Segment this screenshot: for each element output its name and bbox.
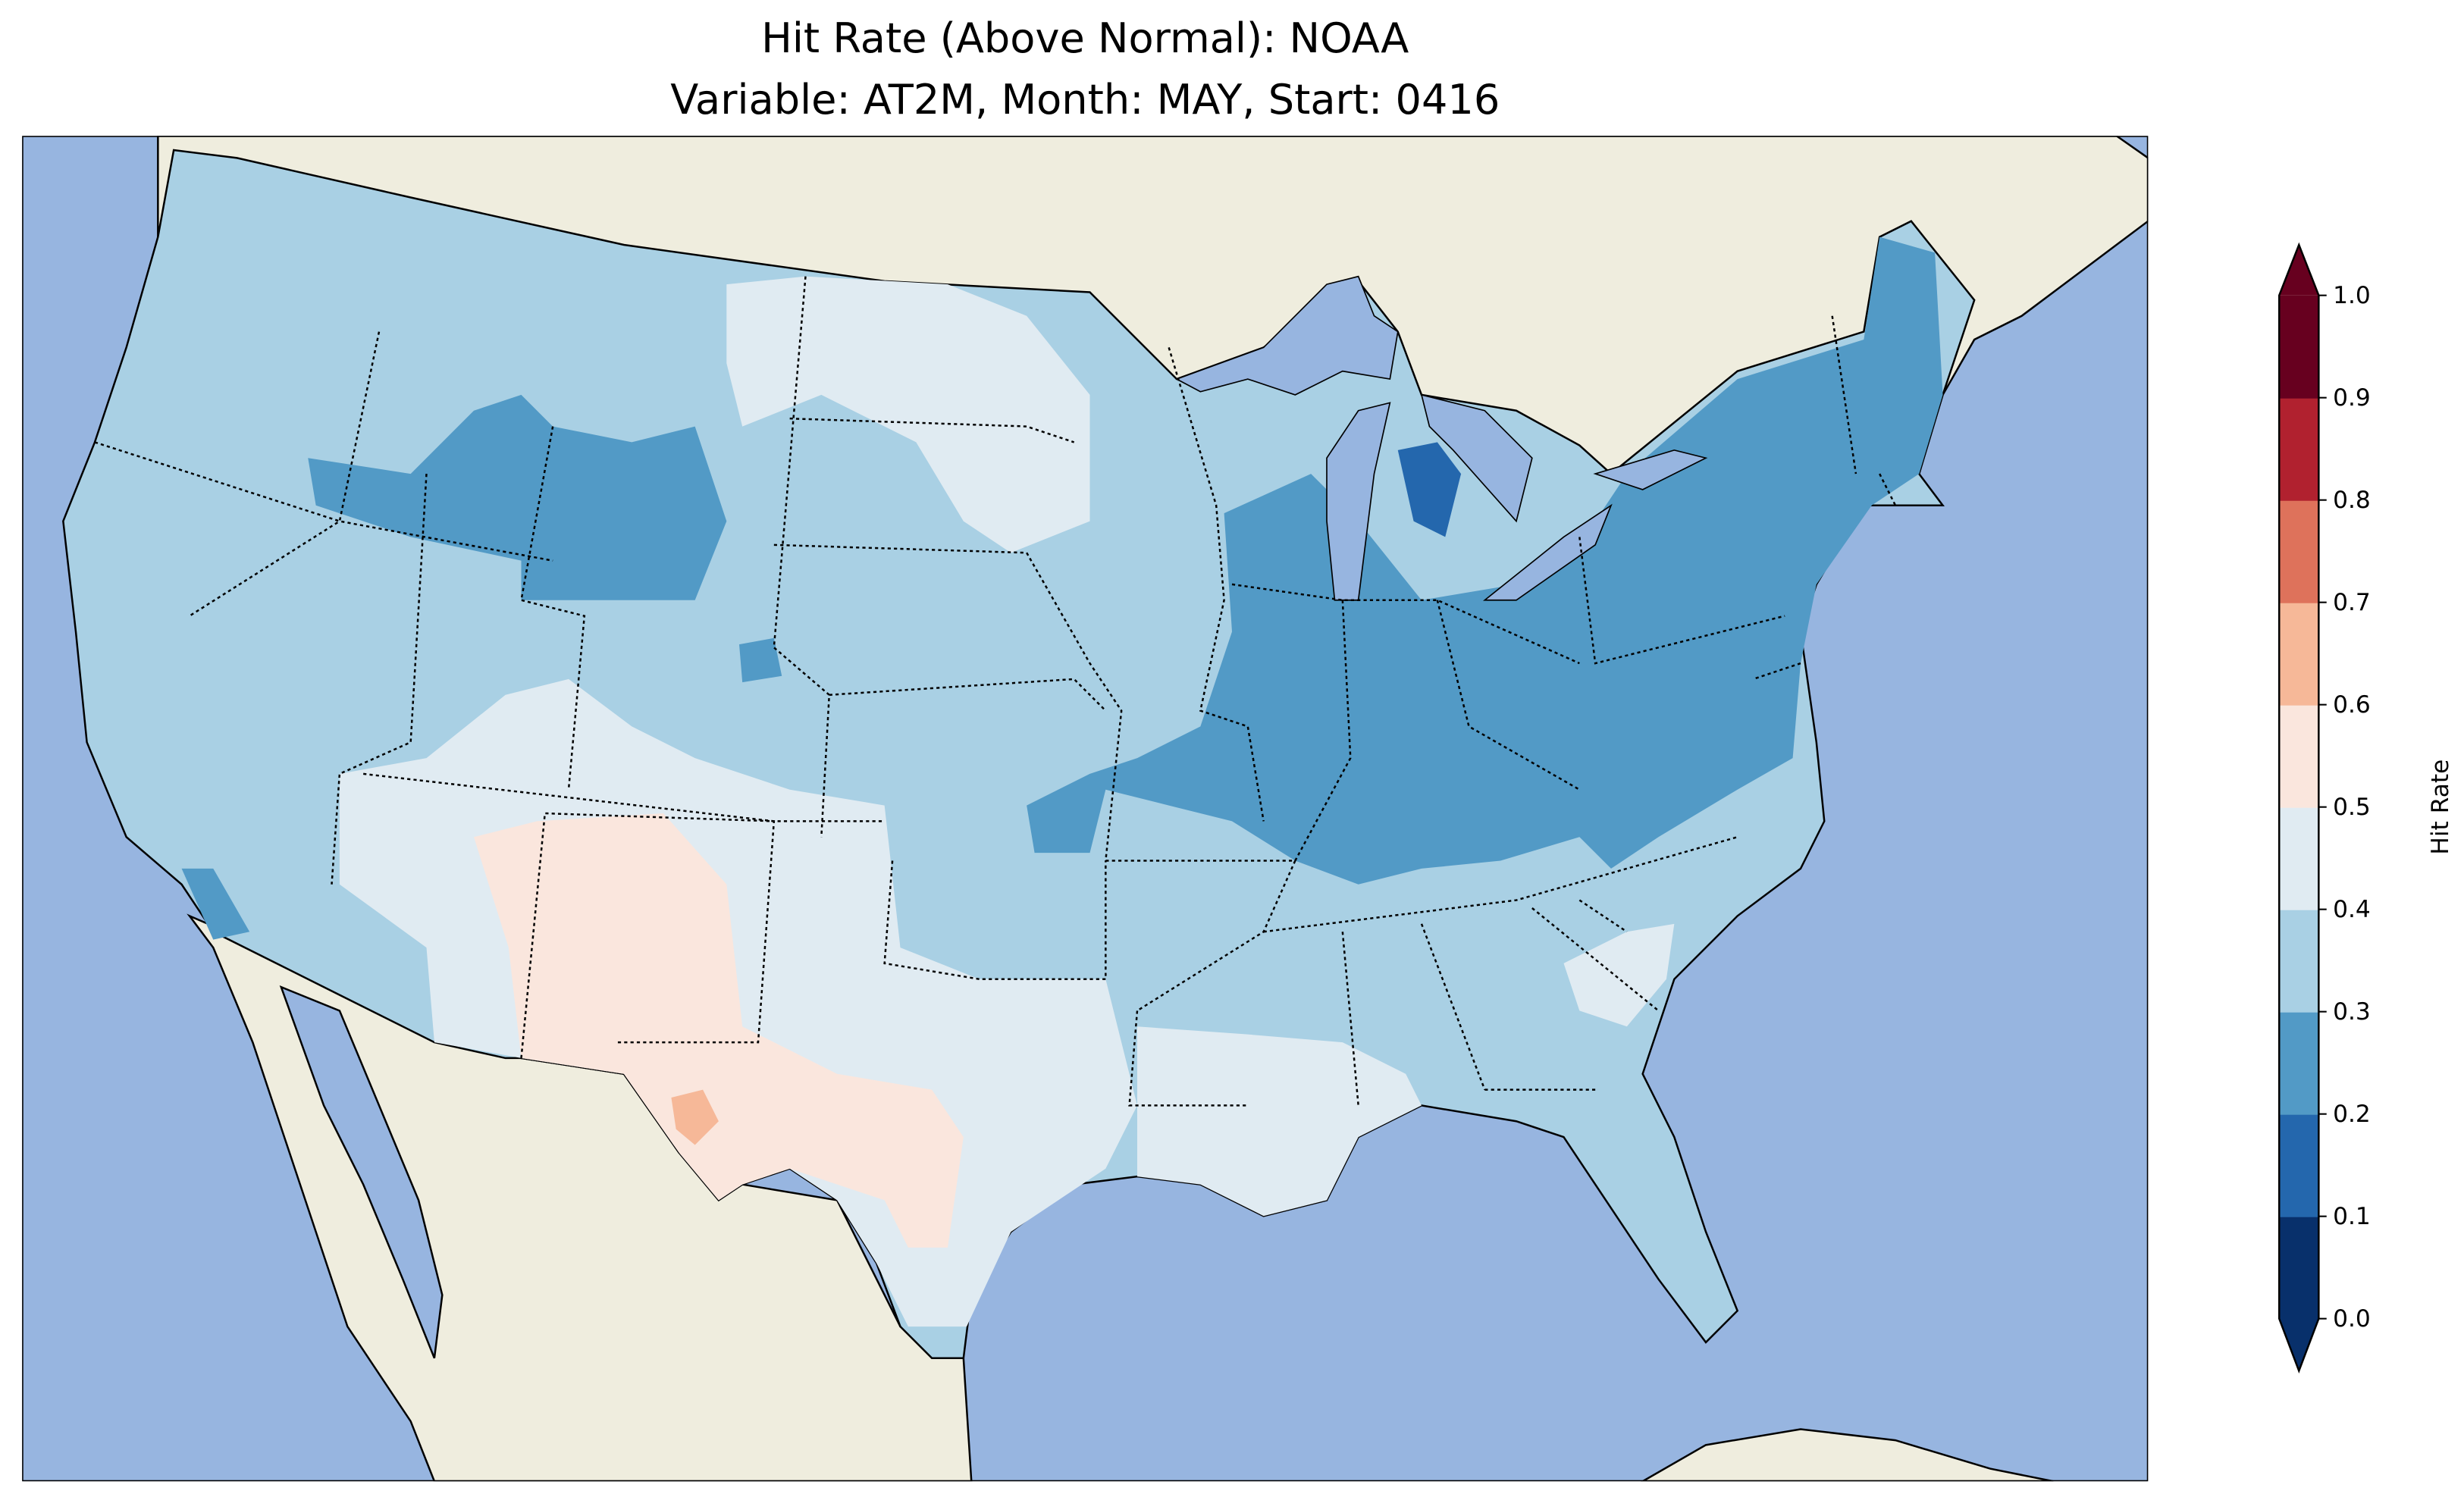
- colorbar-segment: [2279, 1216, 2319, 1320]
- region-montana-wyoming-0.2: [308, 394, 727, 600]
- region-california-0.2: [181, 868, 250, 940]
- map-axes: [22, 136, 2149, 1482]
- colorbar-segment: [2279, 295, 2319, 399]
- state-borders: [94, 276, 1897, 1107]
- colorbar-segment: [2279, 1011, 2319, 1115]
- great-lakes: [1175, 275, 1708, 601]
- colorbar-tick-label: 0.8: [2333, 487, 2371, 514]
- colorbar-tick-label: 0.6: [2333, 691, 2371, 719]
- colorbar-segment: [2279, 397, 2319, 501]
- colorbar-label: Hit Rate: [2427, 760, 2454, 855]
- colorbar: 0.0 0.1 0.2 0.3 0.4 0.5 0.6 0.7 0.8 0.9 1.0: [2278, 242, 2371, 1373]
- region-michigan-0.1: [1397, 442, 1462, 537]
- region-east-0.2: [1027, 236, 1943, 885]
- title-line-2: Variable: AT2M, Month: MAY, Start: 0416: [670, 76, 1500, 124]
- colorbar-segment: [2279, 807, 2319, 910]
- region-gulf-0.4: [1137, 1026, 1422, 1217]
- land-baja-gulf: [279, 985, 444, 1359]
- colorbar-tick-label: 0.9: [2333, 384, 2371, 412]
- colorbar-extend-min: [2279, 1318, 2319, 1371]
- region-dakotas-0.4: [726, 276, 1090, 553]
- colorbar-tick-label: 1.0: [2333, 282, 2371, 309]
- colorbar-tick-label: 0.5: [2333, 794, 2371, 821]
- colorbar-segment: [2279, 602, 2319, 706]
- colorbar-segment: [2279, 1113, 2319, 1217]
- colorbar-tick-label: 0.1: [2333, 1203, 2371, 1230]
- colorbar-extend-max: [2279, 245, 2319, 296]
- colorbar-tick-label: 0.3: [2333, 998, 2371, 1026]
- colorbar-segment: [2279, 500, 2319, 603]
- title-line-1: Hit Rate (Above Normal): NOAA: [761, 14, 1409, 62]
- land-yucatan-cuba: [1641, 1428, 2054, 1482]
- colorbar-tick-label: 0.7: [2333, 589, 2371, 616]
- region-westtexas-0.6: [671, 1089, 719, 1145]
- colorbar-tick-label: 0.2: [2333, 1101, 2371, 1128]
- region-colorado-0.2: [739, 637, 782, 683]
- region-newmexico-texas-0.5: [474, 813, 964, 1248]
- colorbar-segment: [2279, 704, 2319, 808]
- colorbar-segment: [2279, 909, 2319, 1013]
- colorbar-tick-label: 0.0: [2333, 1305, 2371, 1333]
- colorbar-tick-label: 0.4: [2333, 896, 2371, 923]
